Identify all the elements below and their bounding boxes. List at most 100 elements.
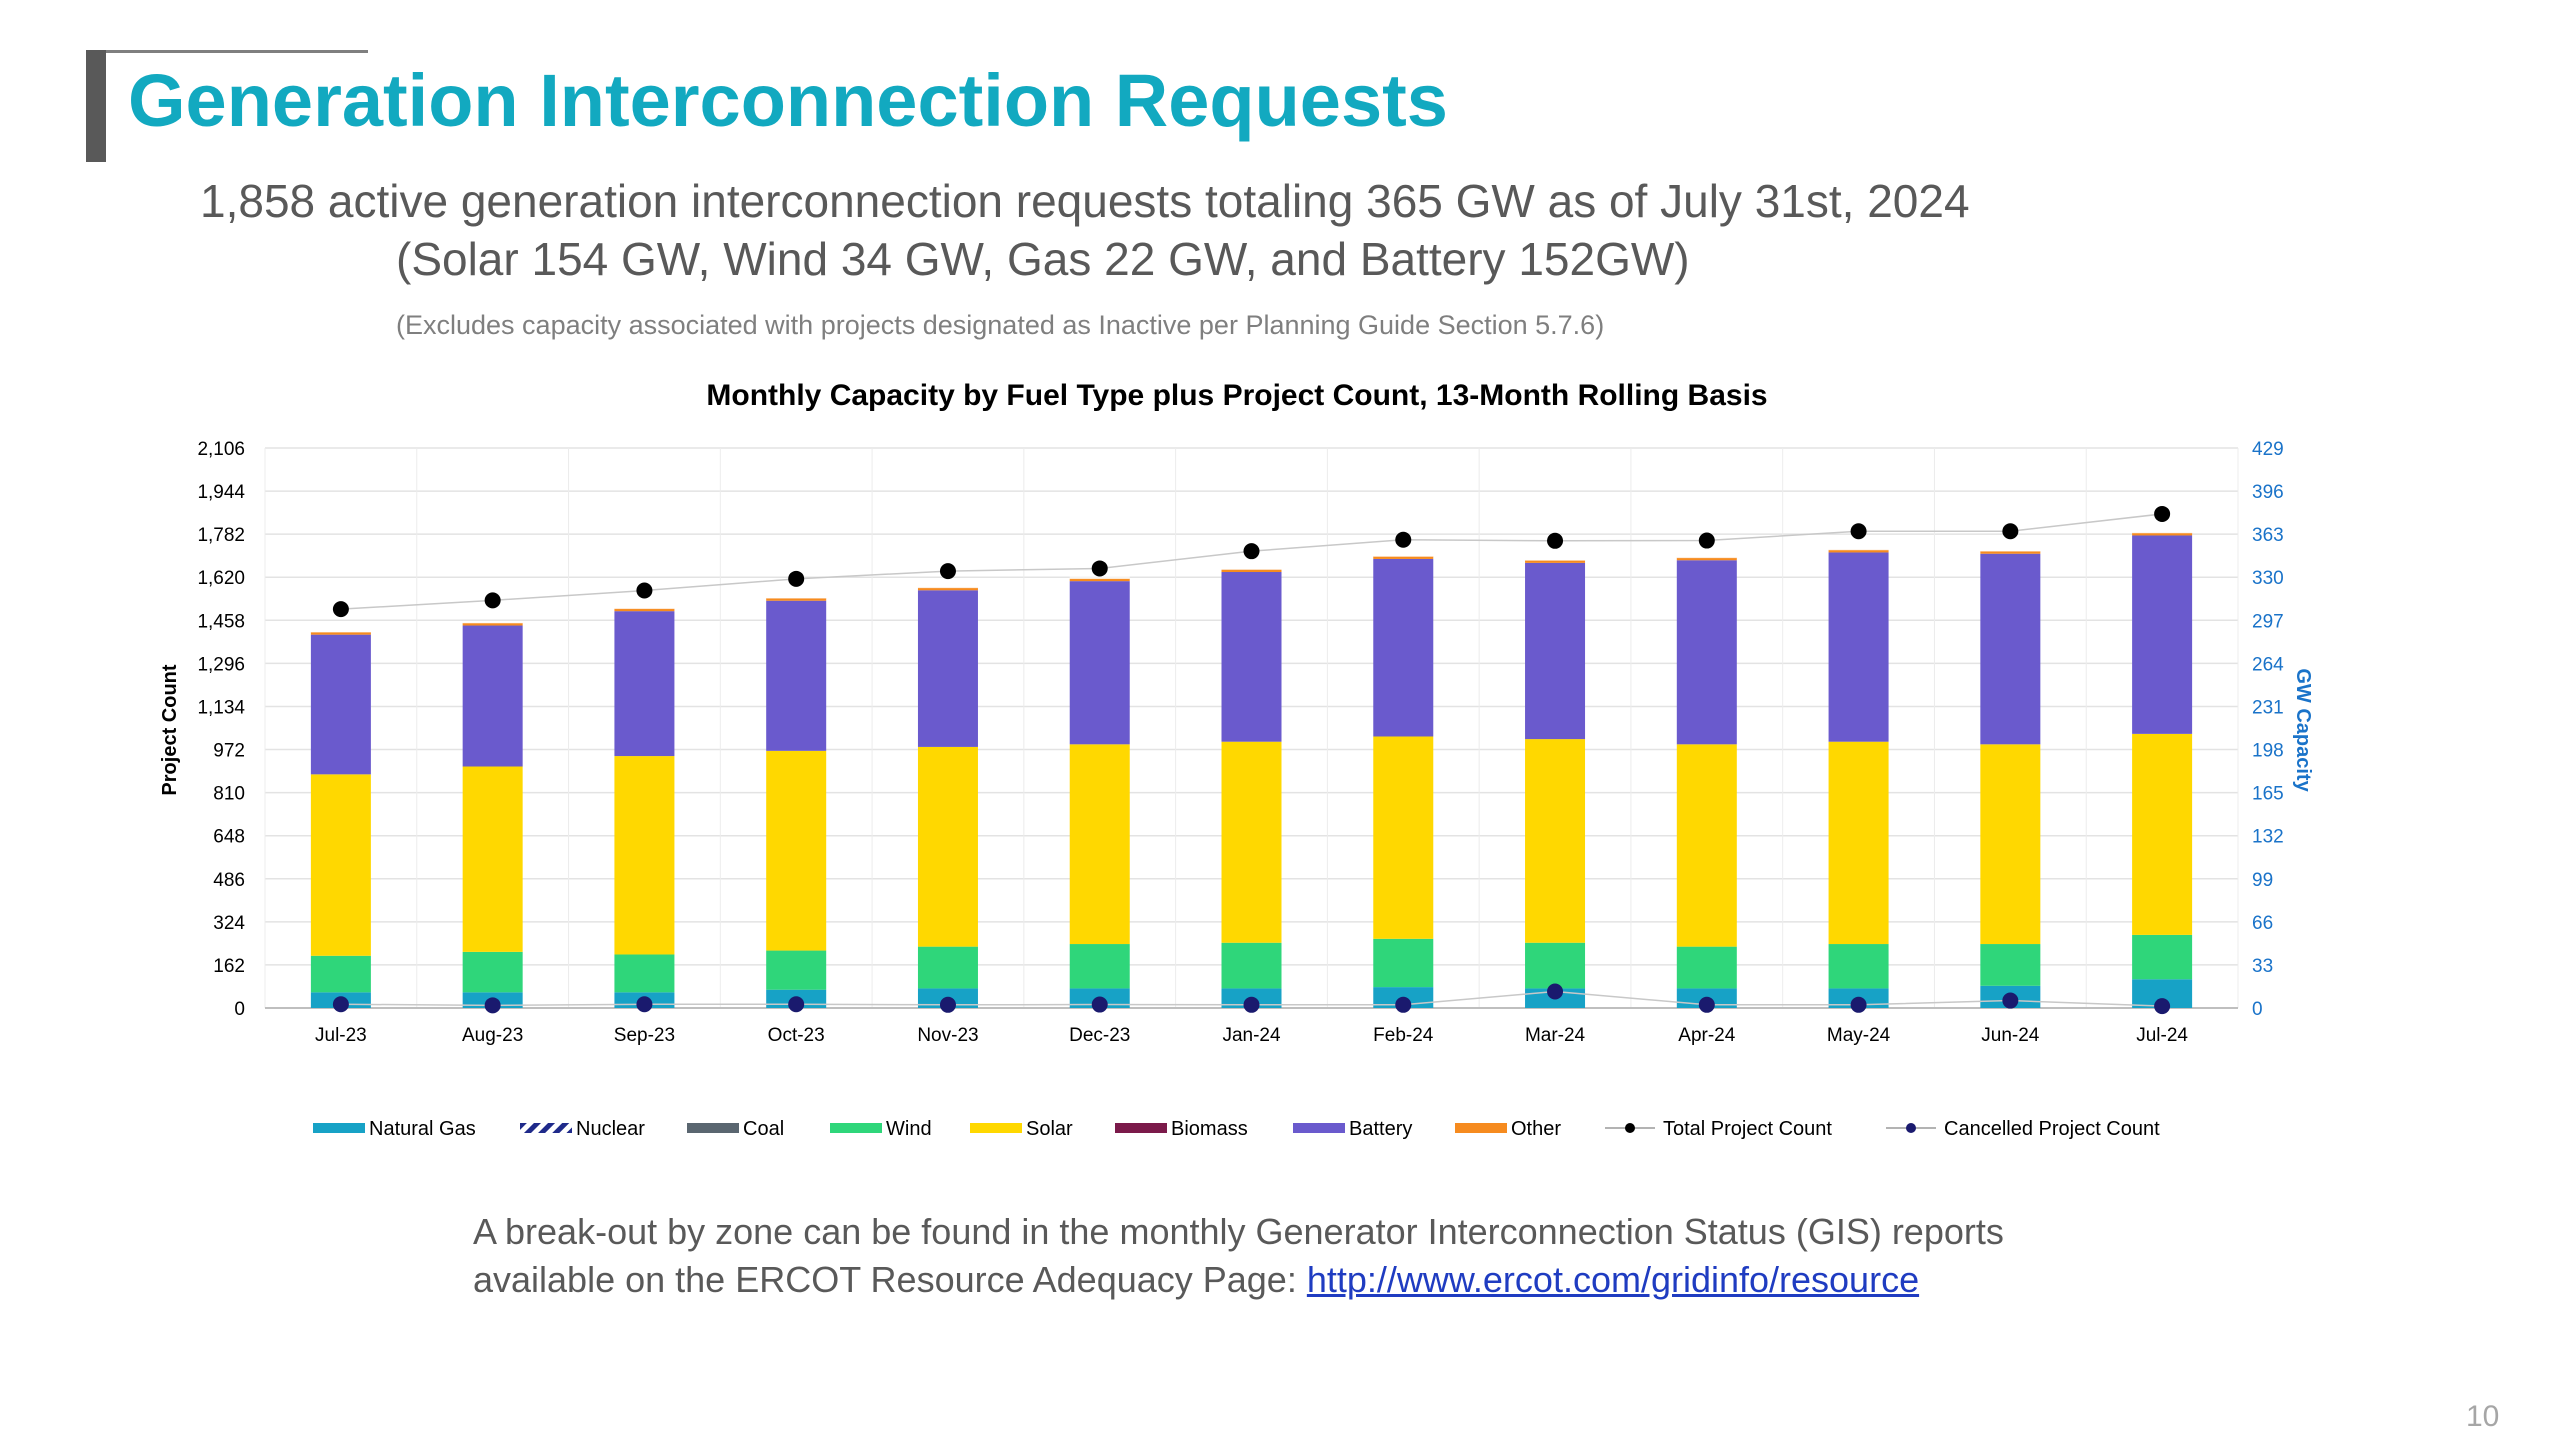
bar-segment-battery [1373, 558, 1434, 737]
y-left-tick-label: 1,782 [197, 525, 245, 546]
bar-top-highlight [1069, 576, 1130, 580]
y-axis-right-label: GW Capacity [2292, 668, 2314, 792]
y-right-tick-label: 363 [2252, 525, 2284, 546]
bar-segment-wind [1373, 938, 1434, 988]
y-left-tick-label: 162 [213, 956, 245, 977]
bar-segment-battery [1980, 553, 2041, 745]
legend-swatch-nuclear [520, 1123, 572, 1133]
bar-segment-battery [1828, 552, 1889, 742]
footer-line-1: A break-out by zone can be found in the … [473, 1211, 2004, 1252]
bar-top-highlight [1828, 547, 1889, 551]
y-left-tick-label: 0 [234, 999, 245, 1020]
point-cancelled-project-count [1243, 996, 1260, 1013]
point-cancelled-project-count [1850, 996, 1867, 1013]
point-total-project-count [788, 570, 805, 587]
point-cancelled-project-count [1395, 996, 1412, 1013]
point-cancelled-project-count [332, 996, 349, 1013]
legend-swatch-coal [687, 1123, 739, 1133]
bar-segment-wind [2132, 934, 2193, 980]
bar-segment-other [1828, 549, 1889, 553]
bar-segment-wind [1221, 942, 1282, 989]
legend-swatch-natural-gas [313, 1123, 365, 1133]
legend-swatch-wind [830, 1123, 882, 1133]
bar-segment-wind [614, 954, 675, 993]
bar-segment-other [1525, 560, 1586, 563]
legend-swatch-battery [1293, 1123, 1345, 1133]
bar-segment-other [1676, 557, 1737, 561]
title-accent-line [86, 50, 368, 53]
capacity-chart: Monthly Capacity by Fuel Type plus Proje… [159, 379, 2314, 1140]
y-left-tick-label: 972 [213, 741, 245, 762]
bar-segment-solar [1221, 741, 1282, 943]
point-cancelled-project-count [636, 996, 653, 1013]
y-left-tick-label: 1,458 [197, 611, 245, 632]
point-cancelled-project-count [484, 997, 501, 1014]
bar-segment-wind [310, 955, 371, 993]
bar-segment-battery [1676, 560, 1737, 745]
point-total-project-count [1091, 560, 1108, 577]
y-left-tick-label: 1,296 [197, 654, 245, 675]
point-total-project-count [1395, 531, 1412, 548]
point-total-project-count [2002, 523, 2019, 540]
bar-segment-other [1221, 569, 1282, 573]
bar-segment-wind [1828, 944, 1889, 989]
bar-top-highlight [614, 606, 675, 610]
y-right-tick-label: 33 [2252, 956, 2273, 977]
point-cancelled-project-count [939, 996, 956, 1013]
bar-top-highlight [766, 596, 827, 599]
point-total-project-count [1243, 543, 1260, 560]
y-left-tick-label: 486 [213, 870, 245, 891]
resource-adequacy-link[interactable]: http://www.ercot.com/gridinfo/resource [1306, 1259, 1920, 1300]
bar-top-highlight [310, 630, 371, 633]
subtitle-line-2: (Solar 154 GW, Wind 34 GW, Gas 22 GW, an… [396, 233, 1690, 285]
legend-label-battery: Battery [1349, 1118, 1412, 1140]
bar-segment-other [462, 622, 523, 626]
bar-segment-battery [2132, 535, 2193, 734]
point-total-project-count [332, 601, 349, 618]
bar-top-highlight [2132, 530, 2193, 534]
bar-top-highlight [462, 620, 523, 624]
bar-segment-wind [917, 946, 978, 989]
bar-segment-battery [1069, 581, 1130, 745]
bar-segment-solar [1525, 739, 1586, 943]
bar-segment-wind [1676, 946, 1737, 989]
x-tick-label: May-24 [1827, 1025, 1891, 1046]
page-number: 10 [2466, 1400, 2500, 1433]
footer-line-2: available on the ERCOT Resource Adequacy… [473, 1256, 2004, 1304]
bar-segment-solar [917, 746, 978, 947]
footer-line-2-prefix: available on the ERCOT Resource Adequacy… [473, 1259, 1307, 1300]
bar-segment-battery [462, 625, 523, 767]
bar-segment-battery [1525, 562, 1586, 740]
bar-segment-solar [1373, 736, 1434, 939]
x-tick-label: Oct-23 [768, 1025, 825, 1046]
x-tick-label: Nov-23 [917, 1025, 978, 1046]
legend-label-nuclear: Nuclear [576, 1118, 645, 1140]
bar-segment-wind [1525, 942, 1586, 989]
bar-segment-solar [1828, 741, 1889, 945]
bar-top-highlight [1373, 554, 1434, 557]
y-right-tick-label: 165 [2252, 784, 2284, 805]
point-cancelled-project-count [1091, 996, 1108, 1013]
bar-top-highlight [1676, 555, 1737, 559]
y-right-tick-label: 264 [2252, 654, 2284, 675]
bar-segment-solar [614, 756, 675, 955]
footer-text: A break-out by zone can be found in the … [473, 1208, 2004, 1304]
point-total-project-count [2154, 505, 2171, 522]
y-right-tick-label: 297 [2252, 611, 2284, 632]
legend-swatch-solar [970, 1123, 1022, 1133]
chart-legend: Natural Gas Nuclear Coal Wind Solar Biomass Ba… [313, 1118, 2160, 1140]
y-right-tick-label: 66 [2252, 913, 2273, 934]
y-left-tick-label: 1,134 [197, 697, 245, 718]
x-tick-label: Aug-23 [462, 1025, 523, 1046]
y-axis-left-label: Project Count [159, 664, 181, 795]
bar-segment-other [310, 632, 371, 635]
title-accent-bar [86, 50, 106, 162]
x-tick-label: Feb-24 [1373, 1025, 1434, 1046]
bar-segment-solar [766, 750, 827, 951]
point-cancelled-project-count [788, 996, 805, 1013]
bar-segment-wind [1069, 944, 1130, 989]
y-right-tick-label: 231 [2252, 697, 2284, 718]
exclusion-note: (Excludes capacity associated with proje… [396, 310, 1605, 340]
point-total-project-count [1698, 532, 1715, 549]
x-tick-label: Dec-23 [1069, 1025, 1130, 1046]
